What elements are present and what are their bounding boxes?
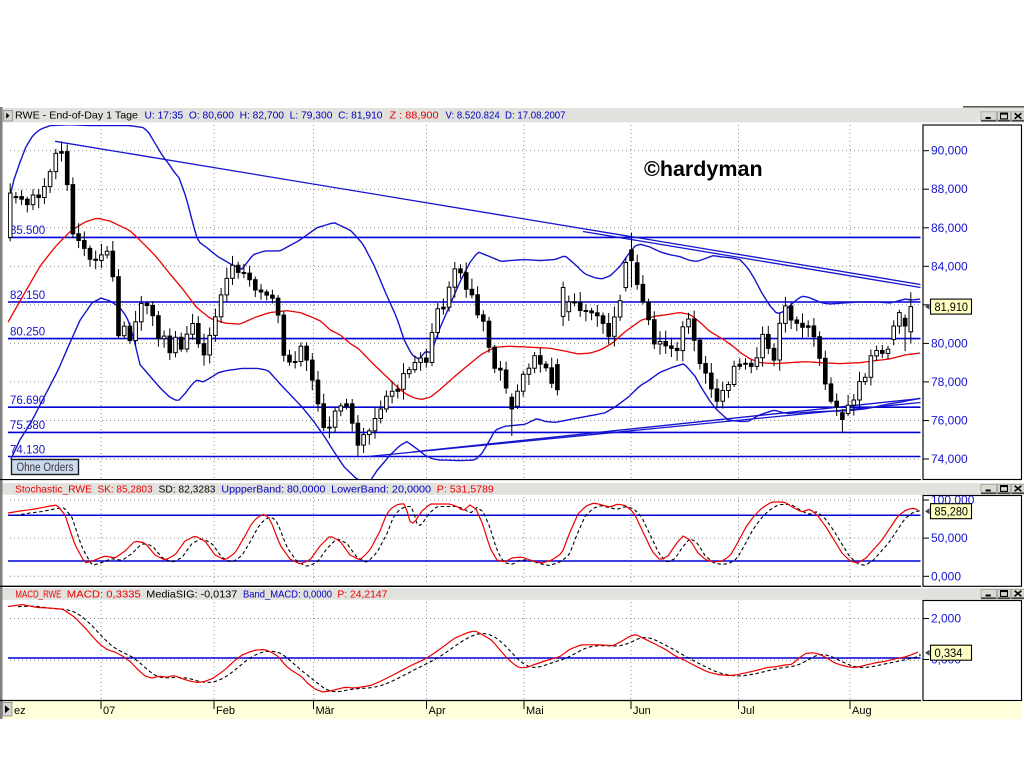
svg-text:LowerBand: 20,0000: LowerBand: 20,0000	[331, 483, 431, 495]
svg-text:V: 8.520.824 D: 17.08.2007: V: 8.520.824 D: 17.08.2007	[446, 110, 566, 122]
svg-text:Aug: Aug	[852, 705, 872, 717]
svg-text:75.380: 75.380	[10, 420, 45, 432]
svg-text:Mär: Mär	[316, 705, 335, 717]
svg-text:80,000: 80,000	[931, 336, 968, 350]
svg-text:U: 17:35 O: 80,600 H: 82,700: U: 17:35 O: 80,600 H: 82,700 L: 79,300 C…	[145, 110, 383, 122]
svg-text:ez: ez	[14, 705, 26, 717]
svg-text:©hardyman: ©hardyman	[644, 157, 763, 181]
svg-text:81,910: 81,910	[935, 300, 969, 314]
svg-text:74,000: 74,000	[931, 452, 968, 466]
svg-text:74.130: 74.130	[10, 444, 45, 456]
svg-text:84,000: 84,000	[931, 259, 968, 273]
svg-text:90,000: 90,000	[931, 144, 968, 158]
svg-text:85.500: 85.500	[10, 225, 45, 237]
svg-text:07: 07	[103, 705, 115, 717]
svg-text:80.250: 80.250	[10, 326, 45, 338]
svg-text:MACD_RWE: MACD_RWE	[15, 588, 61, 600]
svg-text:88,000: 88,000	[931, 182, 968, 196]
svg-text:UppperBand: 80,0000: UppperBand: 80,0000	[221, 483, 325, 495]
svg-text:Mai: Mai	[526, 705, 544, 717]
svg-text:SK: 85,2803: SK: 85,2803	[98, 483, 153, 495]
svg-text:0,000: 0,000	[931, 569, 961, 583]
svg-text:82.150: 82.150	[10, 290, 45, 302]
svg-text:Jul: Jul	[741, 705, 755, 717]
svg-text:Ohne Orders: Ohne Orders	[17, 462, 74, 474]
svg-text:P: 531,5789: P: 531,5789	[437, 483, 494, 495]
svg-text:85,280: 85,280	[935, 505, 969, 519]
svg-text:RWE - End-of-Day 1 Tage: RWE - End-of-Day 1 Tage	[15, 110, 138, 122]
svg-text:Feb: Feb	[216, 705, 235, 717]
svg-text:76,000: 76,000	[931, 414, 968, 428]
svg-text:P: 24,2147: P: 24,2147	[337, 588, 387, 600]
svg-text:Jun: Jun	[633, 705, 651, 717]
svg-text:86,000: 86,000	[931, 221, 968, 235]
svg-text:SD: 82,3283: SD: 82,3283	[159, 483, 216, 495]
svg-text:Z : 88,900: Z : 88,900	[390, 110, 439, 122]
svg-text:76.690: 76.690	[10, 395, 45, 407]
svg-text:Apr: Apr	[429, 705, 446, 717]
svg-text:50,000: 50,000	[931, 531, 968, 545]
svg-text:0,334: 0,334	[935, 646, 963, 660]
svg-text:Stochastic_RWE: Stochastic_RWE	[15, 483, 92, 495]
svg-text:78,000: 78,000	[931, 375, 968, 389]
svg-text:2,000: 2,000	[931, 612, 961, 626]
svg-text:MACD: 0,3335: MACD: 0,3335	[67, 588, 141, 600]
svg-text:Band_MACD: 0,0000: Band_MACD: 0,0000	[243, 588, 332, 600]
svg-text:MediaSIG: -0,0137: MediaSIG: -0,0137	[146, 588, 237, 600]
